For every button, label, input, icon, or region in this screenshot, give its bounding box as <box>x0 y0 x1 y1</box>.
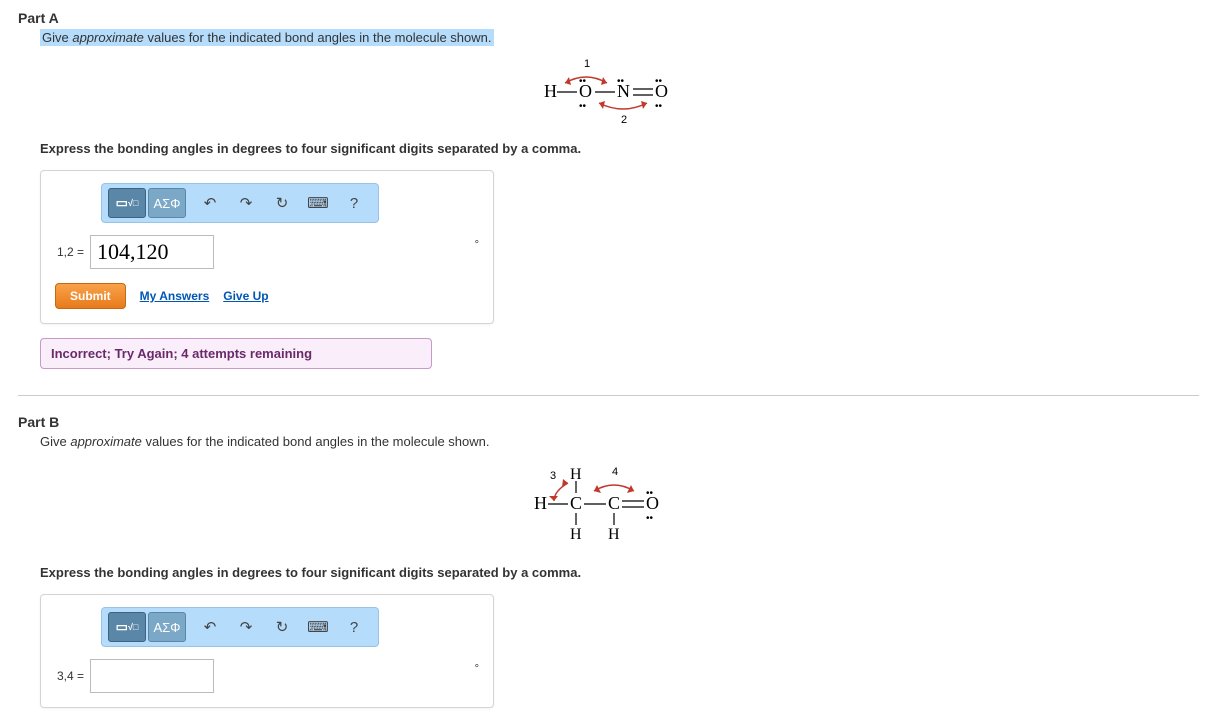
atom-H-left: H <box>534 493 547 513</box>
atom-H-top: H <box>570 466 582 483</box>
my-answers-link-a[interactable]: My Answers <box>140 289 210 303</box>
arrowhead <box>627 485 634 493</box>
reset-button[interactable]: ↻ <box>264 189 300 217</box>
atom-C1: C <box>570 493 582 513</box>
prompt-em-b: approximate <box>70 434 142 449</box>
section-divider <box>18 395 1199 396</box>
lone-pair-dots: •• <box>655 76 663 87</box>
prompt-em: approximate <box>72 30 144 45</box>
keyboard-button[interactable]: ⌨ <box>300 189 336 217</box>
part-a-header: Part A <box>18 10 1199 26</box>
greek-button-b[interactable]: ΑΣΦ <box>148 612 186 642</box>
prompt-post-b: values for the indicated bond angles in … <box>142 434 490 449</box>
undo-button-b[interactable]: ↶ <box>192 613 228 641</box>
lone-pair-dots: •• <box>617 76 625 87</box>
molecule-a: H O •• •• N •• O •• •• 1 2 <box>18 57 1199 127</box>
help-button[interactable]: ? <box>336 189 372 217</box>
highlighted-prompt: Give approximate values for the indicate… <box>40 29 494 46</box>
input-row-a: 1,2 = ° <box>57 235 477 269</box>
angle-label-3: 3 <box>550 470 556 482</box>
degree-symbol-b: ° <box>475 663 479 675</box>
instruction-b: Express the bonding angles in degrees to… <box>40 565 1199 580</box>
redo-button-b[interactable]: ↷ <box>228 613 264 641</box>
submit-row-a: Submit My Answers Give Up <box>55 283 477 309</box>
undo-button[interactable]: ↶ <box>192 189 228 217</box>
degree-symbol-a: ° <box>475 239 479 251</box>
template-button[interactable]: ▭√□ <box>108 188 146 218</box>
prompt-pre: Give <box>42 30 72 45</box>
equation-toolbar-a: ▭√□ ΑΣΦ ↶ ↷ ↻ ⌨ ? <box>101 183 379 223</box>
arrowhead <box>562 479 568 487</box>
answer-input-a[interactable] <box>90 235 214 269</box>
angle-arc-2 <box>599 103 647 109</box>
keyboard-button-b[interactable]: ⌨ <box>300 613 336 641</box>
atom-C2: C <box>608 493 620 513</box>
atom-H-bl: H <box>570 526 582 543</box>
angle-label-4: 4 <box>612 466 618 478</box>
redo-button[interactable]: ↷ <box>228 189 264 217</box>
molecule-b: H C H H C H O •• •• 3 4 <box>18 461 1199 551</box>
angle-arc-4 <box>594 485 634 491</box>
lone-pair-dots: •• <box>646 488 654 499</box>
arrowhead <box>594 485 601 493</box>
answer-panel-b: ▭√□ ΑΣΦ ↶ ↷ ↻ ⌨ ? 3,4 = ° <box>40 594 494 708</box>
atom-H: H <box>544 81 557 101</box>
reset-button-b[interactable]: ↻ <box>264 613 300 641</box>
lone-pair-dots: •• <box>655 101 663 112</box>
feedback-box-a: Incorrect; Try Again; 4 attempts remaini… <box>40 338 432 369</box>
part-b-prompt: Give approximate values for the indicate… <box>40 434 1199 449</box>
var-label-a: 1,2 = <box>57 245 84 259</box>
input-row-b: 3,4 = ° <box>57 659 477 693</box>
var-label-b: 3,4 = <box>57 669 84 683</box>
arrowhead <box>549 496 558 501</box>
greek-button[interactable]: ΑΣΦ <box>148 188 186 218</box>
part-a-prompt: Give approximate values for the indicate… <box>40 30 1199 45</box>
lone-pair-dots: •• <box>646 513 654 524</box>
answer-input-b[interactable] <box>90 659 214 693</box>
angle-label-2: 2 <box>621 114 627 126</box>
help-button-b[interactable]: ? <box>336 613 372 641</box>
angle-label-1: 1 <box>584 58 590 70</box>
lone-pair-dots: •• <box>579 101 587 112</box>
atom-H-br: H <box>608 526 620 543</box>
submit-button-a[interactable]: Submit <box>55 283 126 309</box>
template-button-b[interactable]: ▭√□ <box>108 612 146 642</box>
part-b-header: Part B <box>18 414 1199 430</box>
give-up-link-a[interactable]: Give Up <box>223 289 268 303</box>
prompt-post: values for the indicated bond angles in … <box>144 30 492 45</box>
answer-panel-a: ▭√□ ΑΣΦ ↶ ↷ ↻ ⌨ ? 1,2 = ° Submit My Answ… <box>40 170 494 324</box>
instruction-a: Express the bonding angles in degrees to… <box>40 141 1199 156</box>
equation-toolbar-b: ▭√□ ΑΣΦ ↶ ↷ ↻ ⌨ ? <box>101 607 379 647</box>
prompt-pre-b: Give <box>40 434 70 449</box>
